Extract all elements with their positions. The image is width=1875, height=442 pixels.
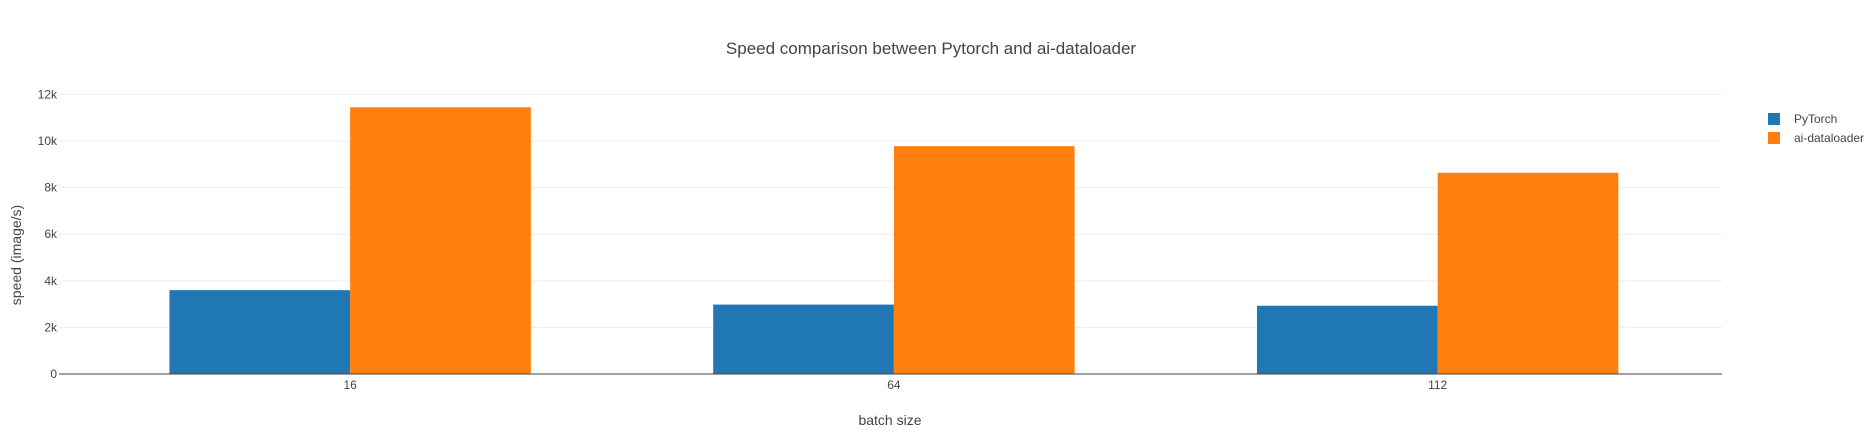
y-tick-label: 10k — [38, 134, 58, 148]
legend-item-pytorch[interactable]: PyTorch — [1768, 112, 1837, 126]
axes: 0 2k 4k 6k 8k 10k 12k 16 64 112 — [38, 87, 1722, 392]
legend[interactable]: PyTorch ai-dataloader — [1768, 112, 1864, 145]
y-tick-label: 6k — [44, 227, 58, 241]
x-tick-label: 64 — [887, 378, 901, 392]
y-tick-label: 12k — [38, 87, 58, 101]
legend-label: PyTorch — [1794, 112, 1837, 126]
x-tick-label: 112 — [1428, 378, 1447, 392]
bar-ai-dataloader-112[interactable] — [1437, 172, 1619, 374]
chart-title: Speed comparison between Pytorch and ai-… — [726, 39, 1136, 58]
x-tick-label: 16 — [343, 378, 357, 392]
y-tick-label: 2k — [44, 320, 58, 334]
y-axis-title: speed (image/s) — [8, 205, 24, 305]
legend-item-ai-dataloader[interactable]: ai-dataloader — [1768, 131, 1864, 145]
y-tick-label: 0 — [50, 367, 57, 381]
legend-swatch — [1768, 113, 1780, 125]
legend-label: ai-dataloader — [1794, 131, 1864, 145]
legend-swatch — [1768, 132, 1780, 144]
y-tick-label: 8k — [44, 181, 58, 195]
y-tick-label: 4k — [44, 274, 58, 288]
bar-pytorch-16[interactable] — [169, 290, 351, 374]
x-axis-title: batch size — [858, 412, 921, 428]
bar-ai-dataloader-16[interactable] — [350, 107, 531, 374]
bars — [169, 107, 1619, 374]
bar-pytorch-64[interactable] — [713, 304, 894, 374]
bar-pytorch-112[interactable] — [1256, 305, 1438, 374]
bar-ai-dataloader-64[interactable] — [893, 146, 1075, 374]
